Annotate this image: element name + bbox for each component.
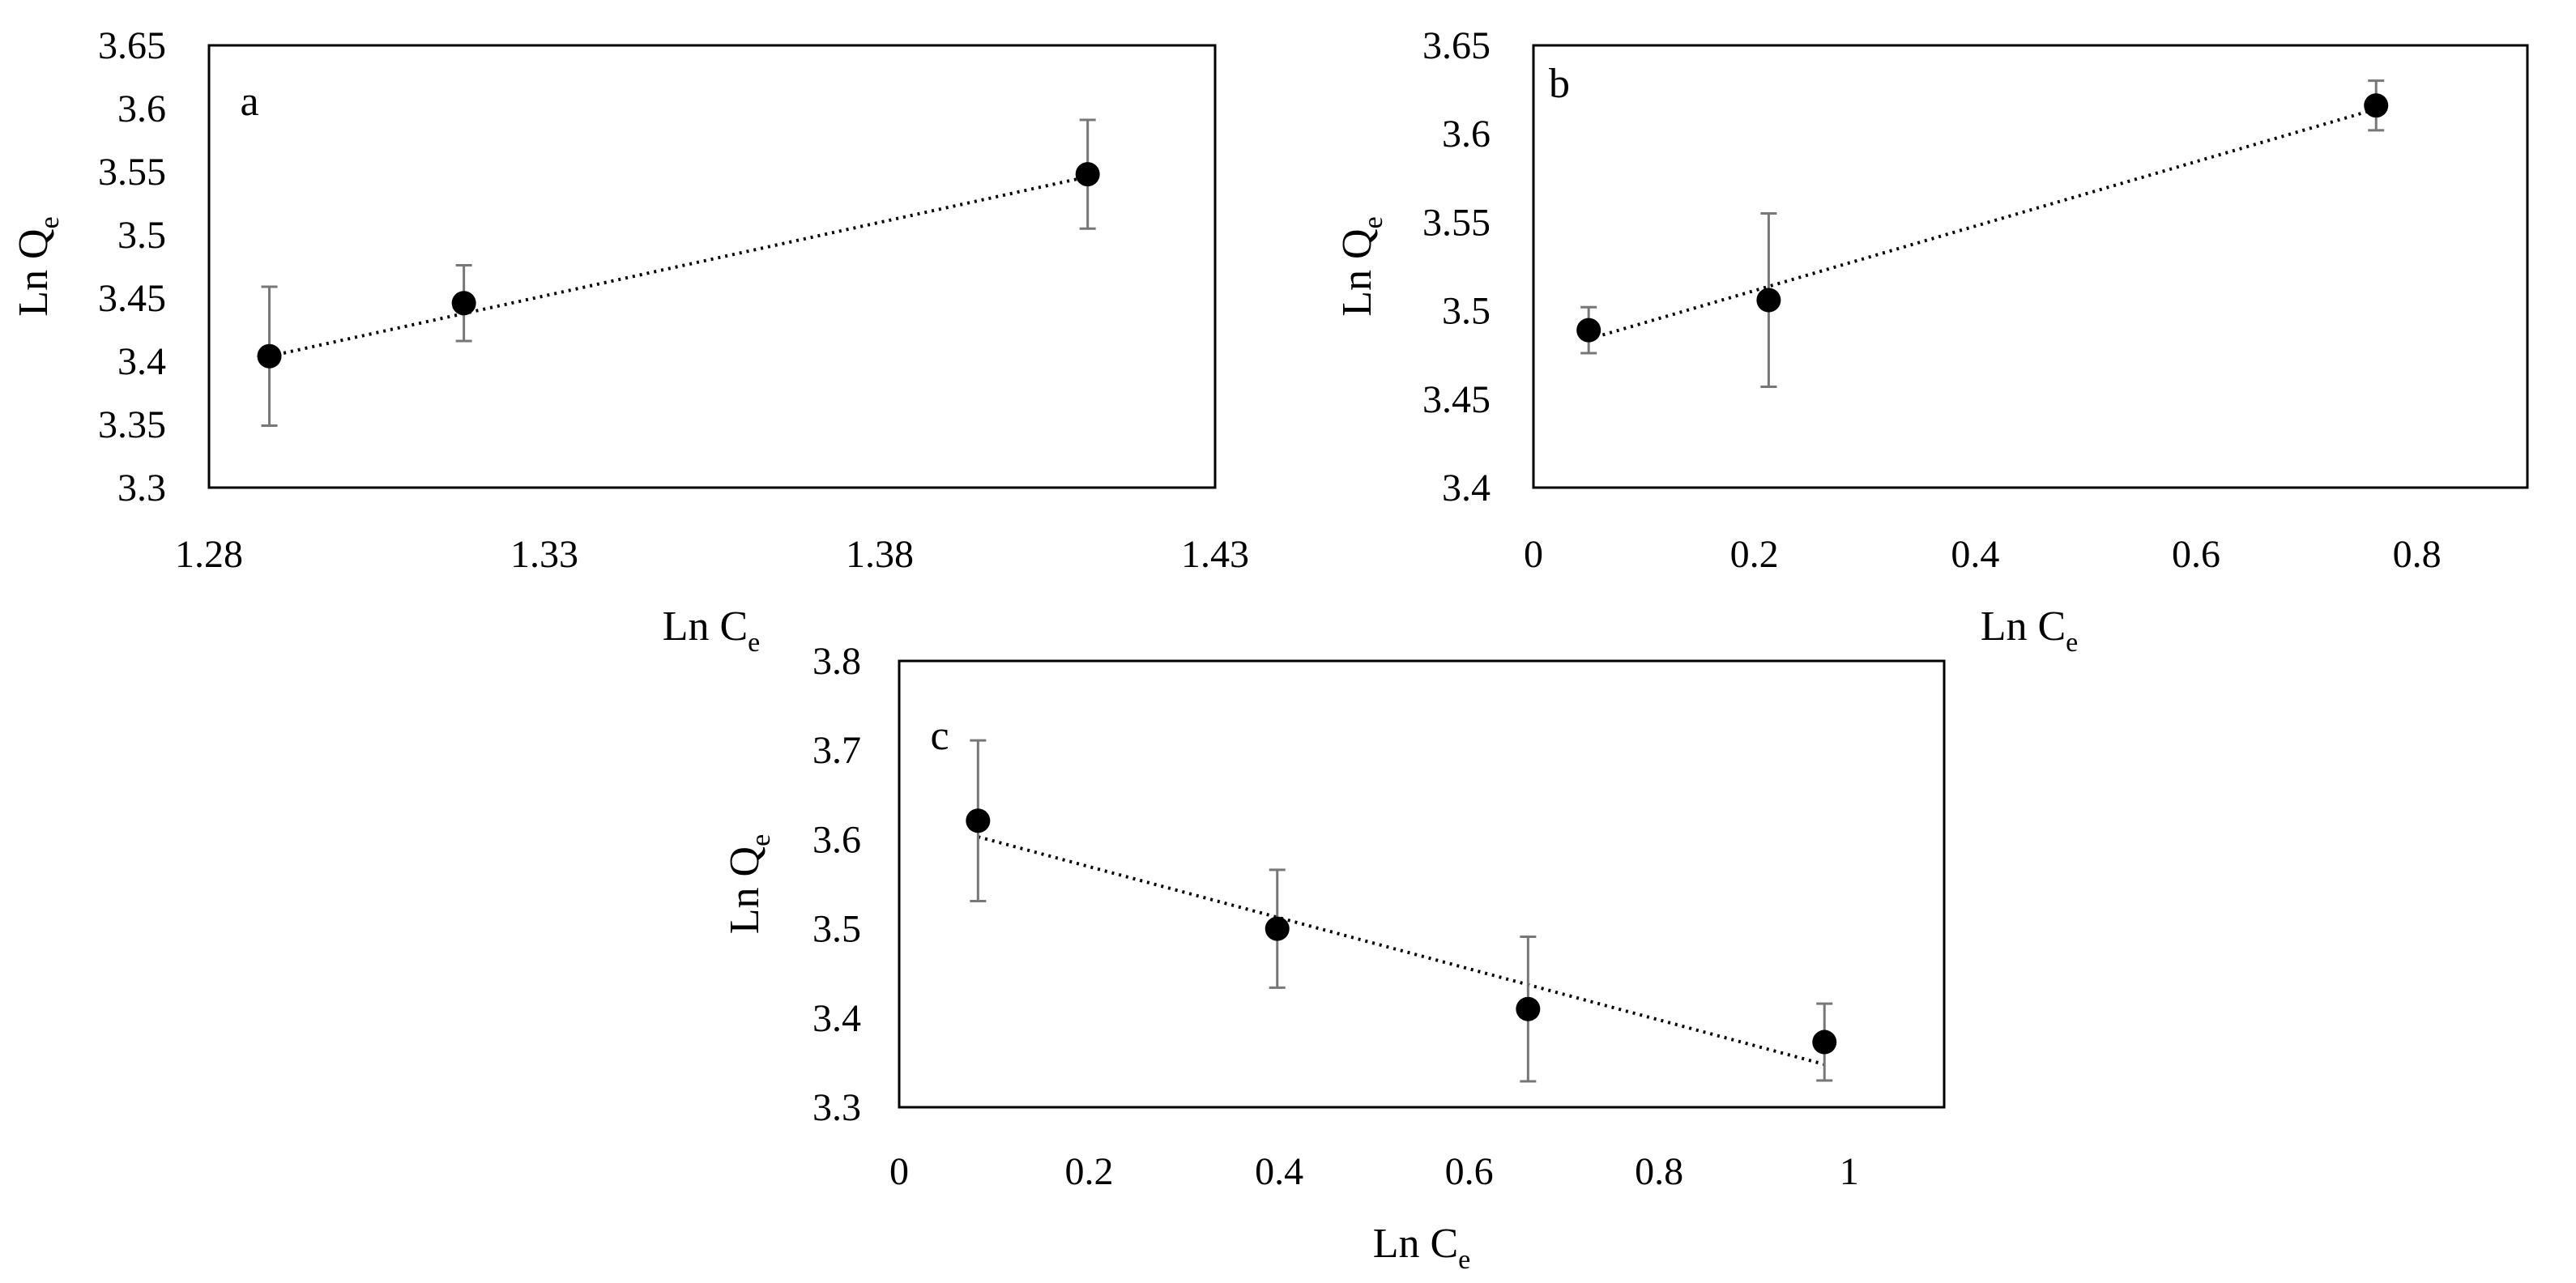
x-tick-label: 0.8 [2393, 533, 2442, 576]
y-tick-label: 3.55 [1422, 201, 1491, 244]
data-point [2364, 93, 2389, 118]
x-tick-label: 0 [1524, 533, 1543, 576]
y-axis-title-main: Ln Q [722, 846, 768, 934]
trendline [1588, 107, 2377, 341]
y-tick-label: 3.6 [117, 87, 166, 130]
x-axis-title-main: Ln C [1981, 603, 2066, 650]
x-axis-title: Ln Ce [663, 603, 761, 658]
y-tick-label: 3.3 [117, 467, 166, 509]
y-tick-label: 3.4 [117, 340, 166, 383]
data-point [1756, 288, 1781, 313]
chart-panel-b: 3.43.453.53.553.63.650 0.2 0.4 0.6 0.8Ln CeL… [1334, 24, 2529, 658]
x-axis-title-subscript: e [2066, 628, 2078, 658]
plot-frame [207, 44, 1217, 489]
y-tick-label: 3.65 [98, 24, 166, 67]
data-point [1576, 318, 1601, 343]
x-axis-title: Ln Ce [1981, 603, 2079, 658]
x-tick-label: 0.8 [1635, 1150, 1683, 1193]
y-tick-label: 3.65 [1422, 24, 1491, 67]
y-axis-title: Ln Qe [1334, 216, 1388, 316]
trendline [977, 835, 1825, 1067]
x-tick-label: 0.6 [1445, 1150, 1494, 1193]
y-tick-label: 3.3 [812, 1086, 861, 1129]
x-tick-label: 1.33 [510, 533, 578, 576]
chart-panel-c: 3.33.43.53.63.73.80 0.2 0.4 0.6 0.8 1Ln CeLn … [722, 640, 1946, 1275]
y-tick-label: 3.5 [812, 908, 861, 951]
x-tick-label: 1.28 [175, 533, 243, 576]
data-point [1265, 916, 1290, 941]
plot-frame [1532, 44, 2529, 489]
y-tick-label: 3.35 [98, 403, 166, 446]
x-axis-title: Ln Ce [1373, 1221, 1471, 1275]
y-axis-title: Ln Qe [722, 834, 776, 934]
x-axis-title-main: Ln C [663, 603, 748, 650]
y-tick-label: 3.4 [1442, 467, 1491, 509]
chart-panel-a: 3.3 3.35 3.4 3.45 3.5 3.55 3.6 3.65 1.28 1.33 1.38… [11, 24, 1249, 658]
x-tick-label: 1.43 [1181, 533, 1249, 576]
x-tick-label: 0 [889, 1150, 909, 1193]
y-tick-label: 3.6 [812, 818, 861, 861]
panel-label: c [930, 713, 949, 759]
plot-frame [898, 659, 1946, 1109]
data-point [966, 808, 991, 833]
y-tick-label: 3.6 [1442, 113, 1491, 156]
panel-label: a [240, 79, 258, 125]
y-tick-label: 3.7 [812, 729, 861, 772]
y-axis-title-main: Ln Q [1334, 228, 1380, 316]
y-tick-label: 3.8 [812, 640, 861, 683]
y-tick-label: 3.45 [1422, 378, 1491, 421]
y-axis-title: Ln Qe [11, 216, 65, 316]
x-tick-label: 1 [1840, 1150, 1859, 1193]
trendline [269, 175, 1089, 358]
data-point [257, 343, 282, 369]
x-tick-label: 0.6 [2172, 533, 2220, 576]
y-tick-label: 3.55 [98, 151, 166, 194]
y-axis-title-subscript: e [1358, 216, 1388, 228]
y-axis-title-subscript: e [35, 216, 65, 228]
data-point [451, 291, 476, 316]
data-point [1812, 1029, 1837, 1055]
y-axis-title-main: Ln Q [11, 228, 57, 316]
data-point [1075, 162, 1100, 187]
y-tick-label: 3.45 [98, 277, 166, 320]
x-tick-label: 0.4 [1951, 533, 1999, 576]
x-tick-label: 0.2 [1730, 533, 1779, 576]
panel-label: b [1549, 61, 1570, 107]
y-tick-label: 3.5 [117, 214, 166, 257]
y-axis-title-subscript: e [746, 834, 776, 846]
x-tick-label: 0.4 [1255, 1150, 1303, 1193]
y-tick-label: 3.5 [1442, 290, 1491, 333]
x-axis-title-main: Ln C [1373, 1221, 1458, 1267]
x-axis-title-subscript: e [748, 628, 760, 658]
data-point [1516, 996, 1541, 1021]
y-tick-label: 3.4 [812, 997, 861, 1040]
x-axis-title-subscript: e [1458, 1245, 1470, 1275]
x-tick-label: 0.2 [1065, 1150, 1114, 1193]
x-tick-label: 1.38 [846, 533, 914, 576]
